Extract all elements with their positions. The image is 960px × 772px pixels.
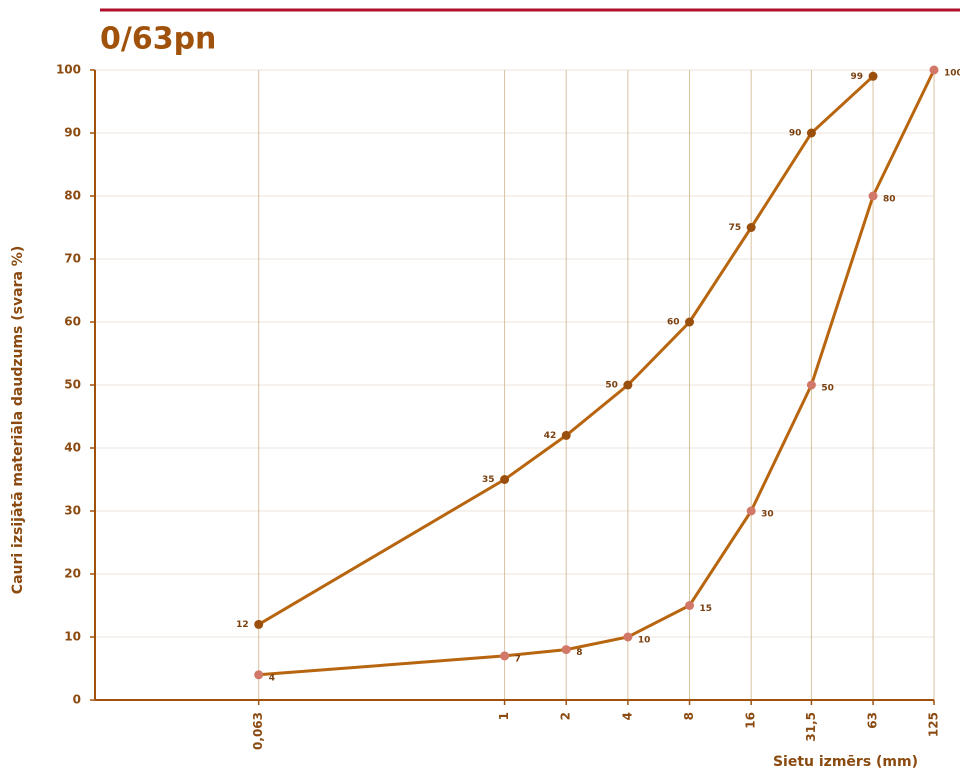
x-tick-label: 4 (620, 712, 634, 720)
data-label: 8 (576, 648, 582, 658)
point (868, 191, 878, 201)
x-tick-label: 1 (497, 712, 511, 720)
data-label: 4 (269, 673, 275, 683)
y-tick-label: 80 (64, 189, 81, 203)
data-label: 12 (236, 620, 249, 630)
x-tick-label: 31,5 (804, 712, 818, 742)
data-label: 10 (638, 636, 651, 646)
data-label: 60 (667, 318, 680, 328)
data-label: 50 (605, 381, 618, 391)
point (806, 128, 816, 138)
series-line (258, 69, 936, 677)
point (500, 475, 510, 484)
x-tick-label: 63 (866, 712, 880, 729)
y-tick-label: 40 (64, 441, 81, 455)
point (254, 619, 264, 629)
point (806, 380, 816, 390)
y-tick-label: 50 (64, 378, 81, 392)
data-label: 100 (944, 69, 960, 79)
y-tick-label: 20 (64, 567, 81, 581)
point (561, 645, 571, 655)
x-tick-label: 8 (682, 712, 696, 720)
data-label: 15 (700, 604, 713, 614)
data-label: 99 (851, 72, 864, 82)
x-tick-label: 16 (744, 712, 758, 729)
point (561, 430, 571, 440)
point (746, 223, 756, 232)
x-tick-label: 0,063 (251, 712, 265, 750)
y-tick-label: 90 (64, 126, 81, 140)
point (623, 632, 633, 642)
y-tick-label: 60 (64, 315, 81, 329)
data-label: 7 (515, 654, 521, 664)
y-tick-label: 70 (64, 252, 81, 266)
data-label: 30 (761, 510, 774, 520)
y-axis-label: Cauri izsijātā materiāla daudzums (svara… (10, 246, 26, 594)
data-label: 50 (821, 384, 834, 394)
y-tick-label: 10 (64, 630, 81, 644)
data-label: 90 (789, 129, 802, 139)
data-label: 35 (482, 475, 495, 485)
data-label: 80 (883, 195, 896, 205)
point (254, 670, 264, 680)
point (868, 71, 878, 81)
chart-title: 0/63pn (100, 22, 216, 57)
point (685, 317, 695, 327)
x-axis-label: Sietu izmērs (mm) (773, 754, 918, 770)
point (746, 506, 756, 516)
y-tick-label: 0 (73, 693, 81, 707)
y-tick-label: 30 (64, 504, 81, 518)
point (500, 651, 510, 661)
data-label: 42 (544, 431, 557, 441)
series-line (257, 75, 875, 626)
point (623, 380, 633, 390)
data-label: 75 (729, 223, 742, 233)
x-tick-label: 125 (927, 712, 941, 737)
x-tick-label: 2 (559, 712, 573, 720)
point (685, 601, 695, 610)
point (929, 65, 939, 75)
y-tick-label: 100 (56, 63, 81, 77)
